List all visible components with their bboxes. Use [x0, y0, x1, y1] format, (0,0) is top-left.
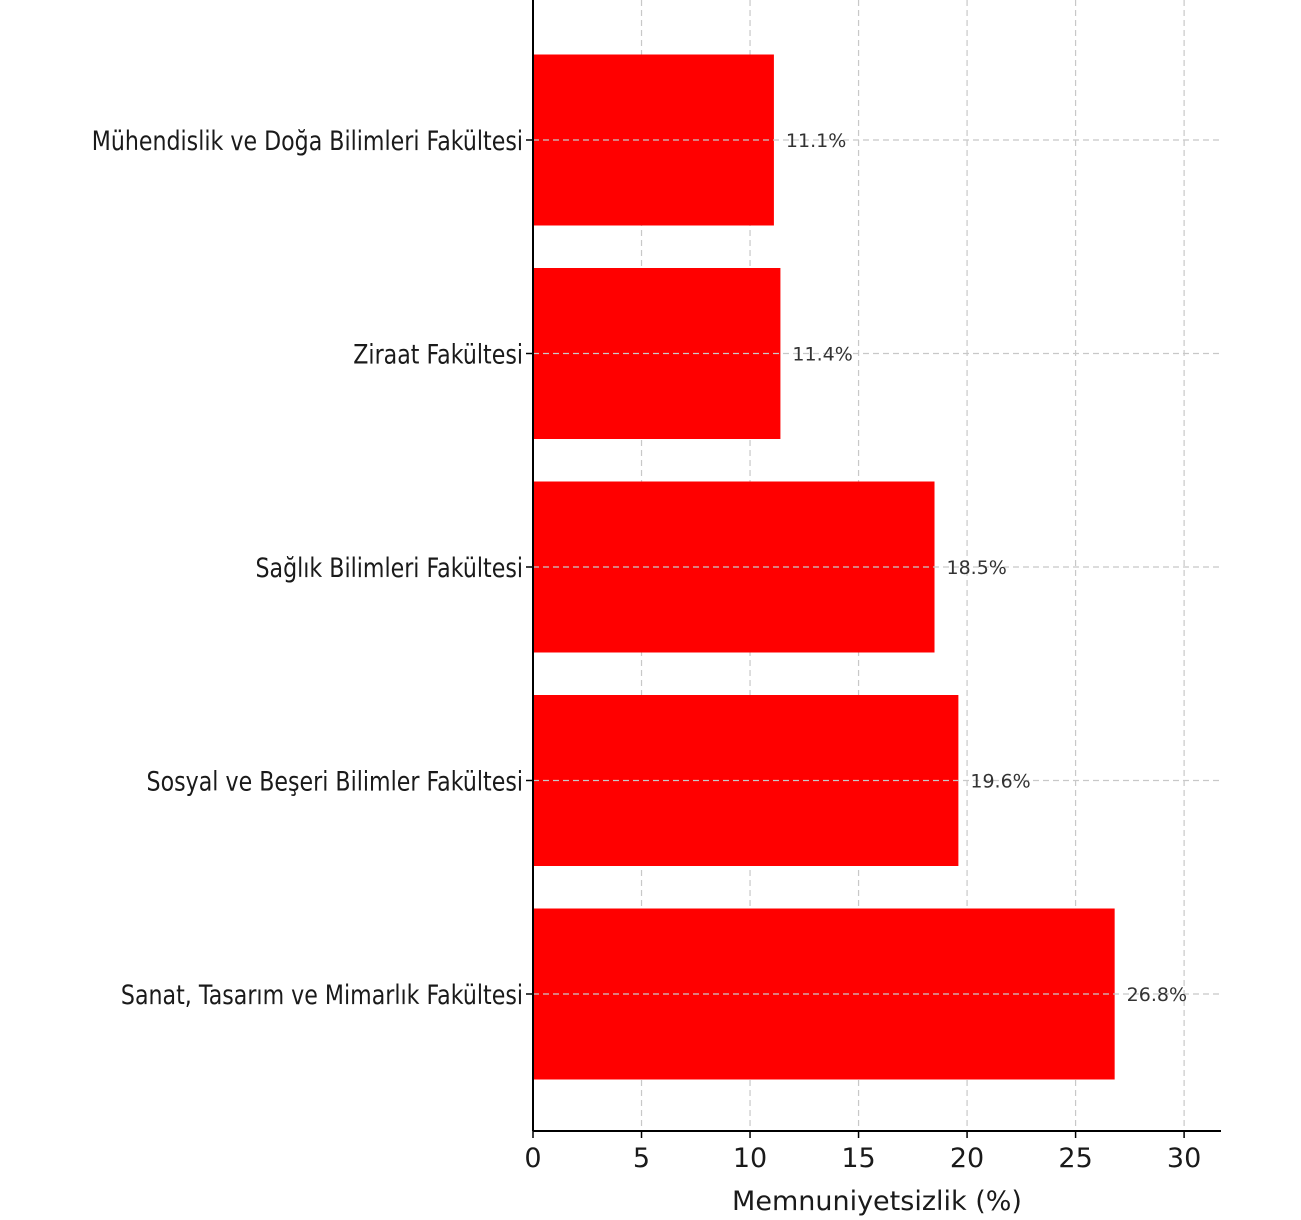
x-axis-title: Memnuniyetsizlik (%): [732, 1186, 1022, 1217]
value-label: 11.4%: [792, 344, 852, 366]
x-tick-label: 0: [524, 1143, 541, 1174]
x-tick-label: 30: [1167, 1143, 1201, 1174]
category-label: Mühendislik ve Doğa Bilimleri Fakültesi: [92, 125, 523, 157]
category-label: Sanat, Tasarım ve Mimarlık Fakültesi: [121, 979, 523, 1011]
category-label: Sağlık Bilimleri Fakültesi: [255, 552, 523, 584]
horizontal-grid: [533, 139, 1221, 995]
labels: 0 5 10 15 20 25 30 Mühendislik ve Doğa Bilimler…: [92, 125, 1202, 1217]
x-tick-label: 10: [733, 1143, 767, 1174]
category-label: Ziraat Fakültesi: [353, 338, 523, 370]
category-label: Sosyal ve Beşeri Bilimler Fakültesi: [147, 765, 523, 797]
value-label: 11.1%: [786, 130, 846, 152]
value-label: 26.8%: [1127, 984, 1187, 1006]
value-label: 19.6%: [970, 771, 1030, 793]
x-tick-label: 20: [950, 1143, 984, 1174]
axes: [526, 0, 1221, 1138]
value-label: 18.5%: [947, 557, 1007, 579]
x-tick-label: 5: [633, 1143, 650, 1174]
x-tick-label: 25: [1058, 1143, 1092, 1174]
x-tick-label: 15: [841, 1143, 875, 1174]
